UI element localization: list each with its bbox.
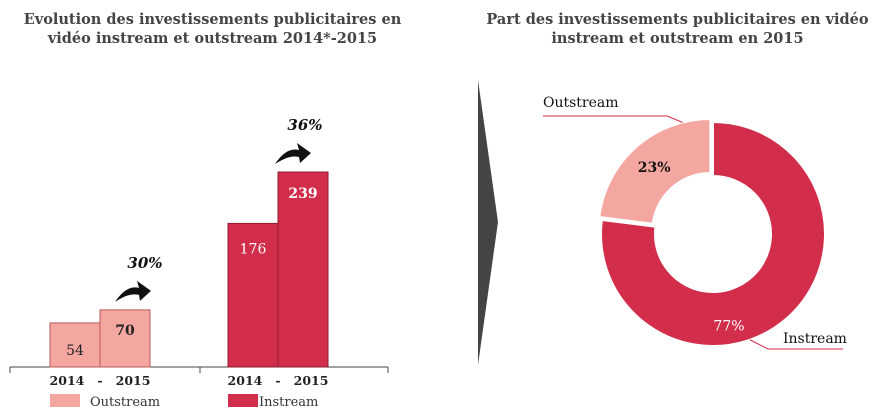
legend-label-instream: Instream (259, 395, 318, 410)
donut-slice-outstream (598, 117, 712, 225)
legend-label-outstream: Outstream (90, 395, 160, 410)
bar-outstream-2015 (99, 309, 151, 368)
legend-swatch-instream (228, 394, 258, 407)
slice-value-label: 23% (638, 160, 671, 176)
leader-line (543, 115, 683, 123)
bar-value-label: 176 (240, 241, 267, 257)
growth-label-instream: 36% (287, 116, 322, 134)
leader-line (749, 339, 843, 350)
bar-value-label: 54 (66, 343, 84, 359)
donut-chart: 23% 77% Outstream Instream (543, 95, 847, 350)
right-chart-title: Part des investissements publicitaires e… (486, 11, 869, 47)
legend-swatch-outstream (50, 394, 80, 407)
x-tick-label: 2014 - 2015 (228, 373, 329, 388)
x-tick-label: 2014 - 2015 (50, 373, 151, 388)
bar-instream-2015 (277, 171, 329, 368)
bar-chart: 54 70 176 239 2014 - 2015 2014 - 2015 30… (9, 116, 389, 410)
bar-outstream-2014 (49, 322, 101, 368)
growth-arrow-icon (275, 143, 311, 164)
growth-arrow-icon (115, 280, 151, 302)
bar-value-label: 70 (115, 323, 135, 339)
slice-value-label: 77% (713, 319, 744, 335)
left-chart-title: Evolution des investissements publicitai… (23, 11, 402, 47)
divider-arrow-icon (478, 80, 498, 365)
slice-category-label: Instream (783, 331, 847, 347)
growth-label-outstream: 30% (127, 254, 162, 272)
slice-category-label: Outstream (543, 95, 619, 111)
donut-slice-instream (600, 120, 826, 347)
bar-value-label: 239 (288, 186, 317, 202)
